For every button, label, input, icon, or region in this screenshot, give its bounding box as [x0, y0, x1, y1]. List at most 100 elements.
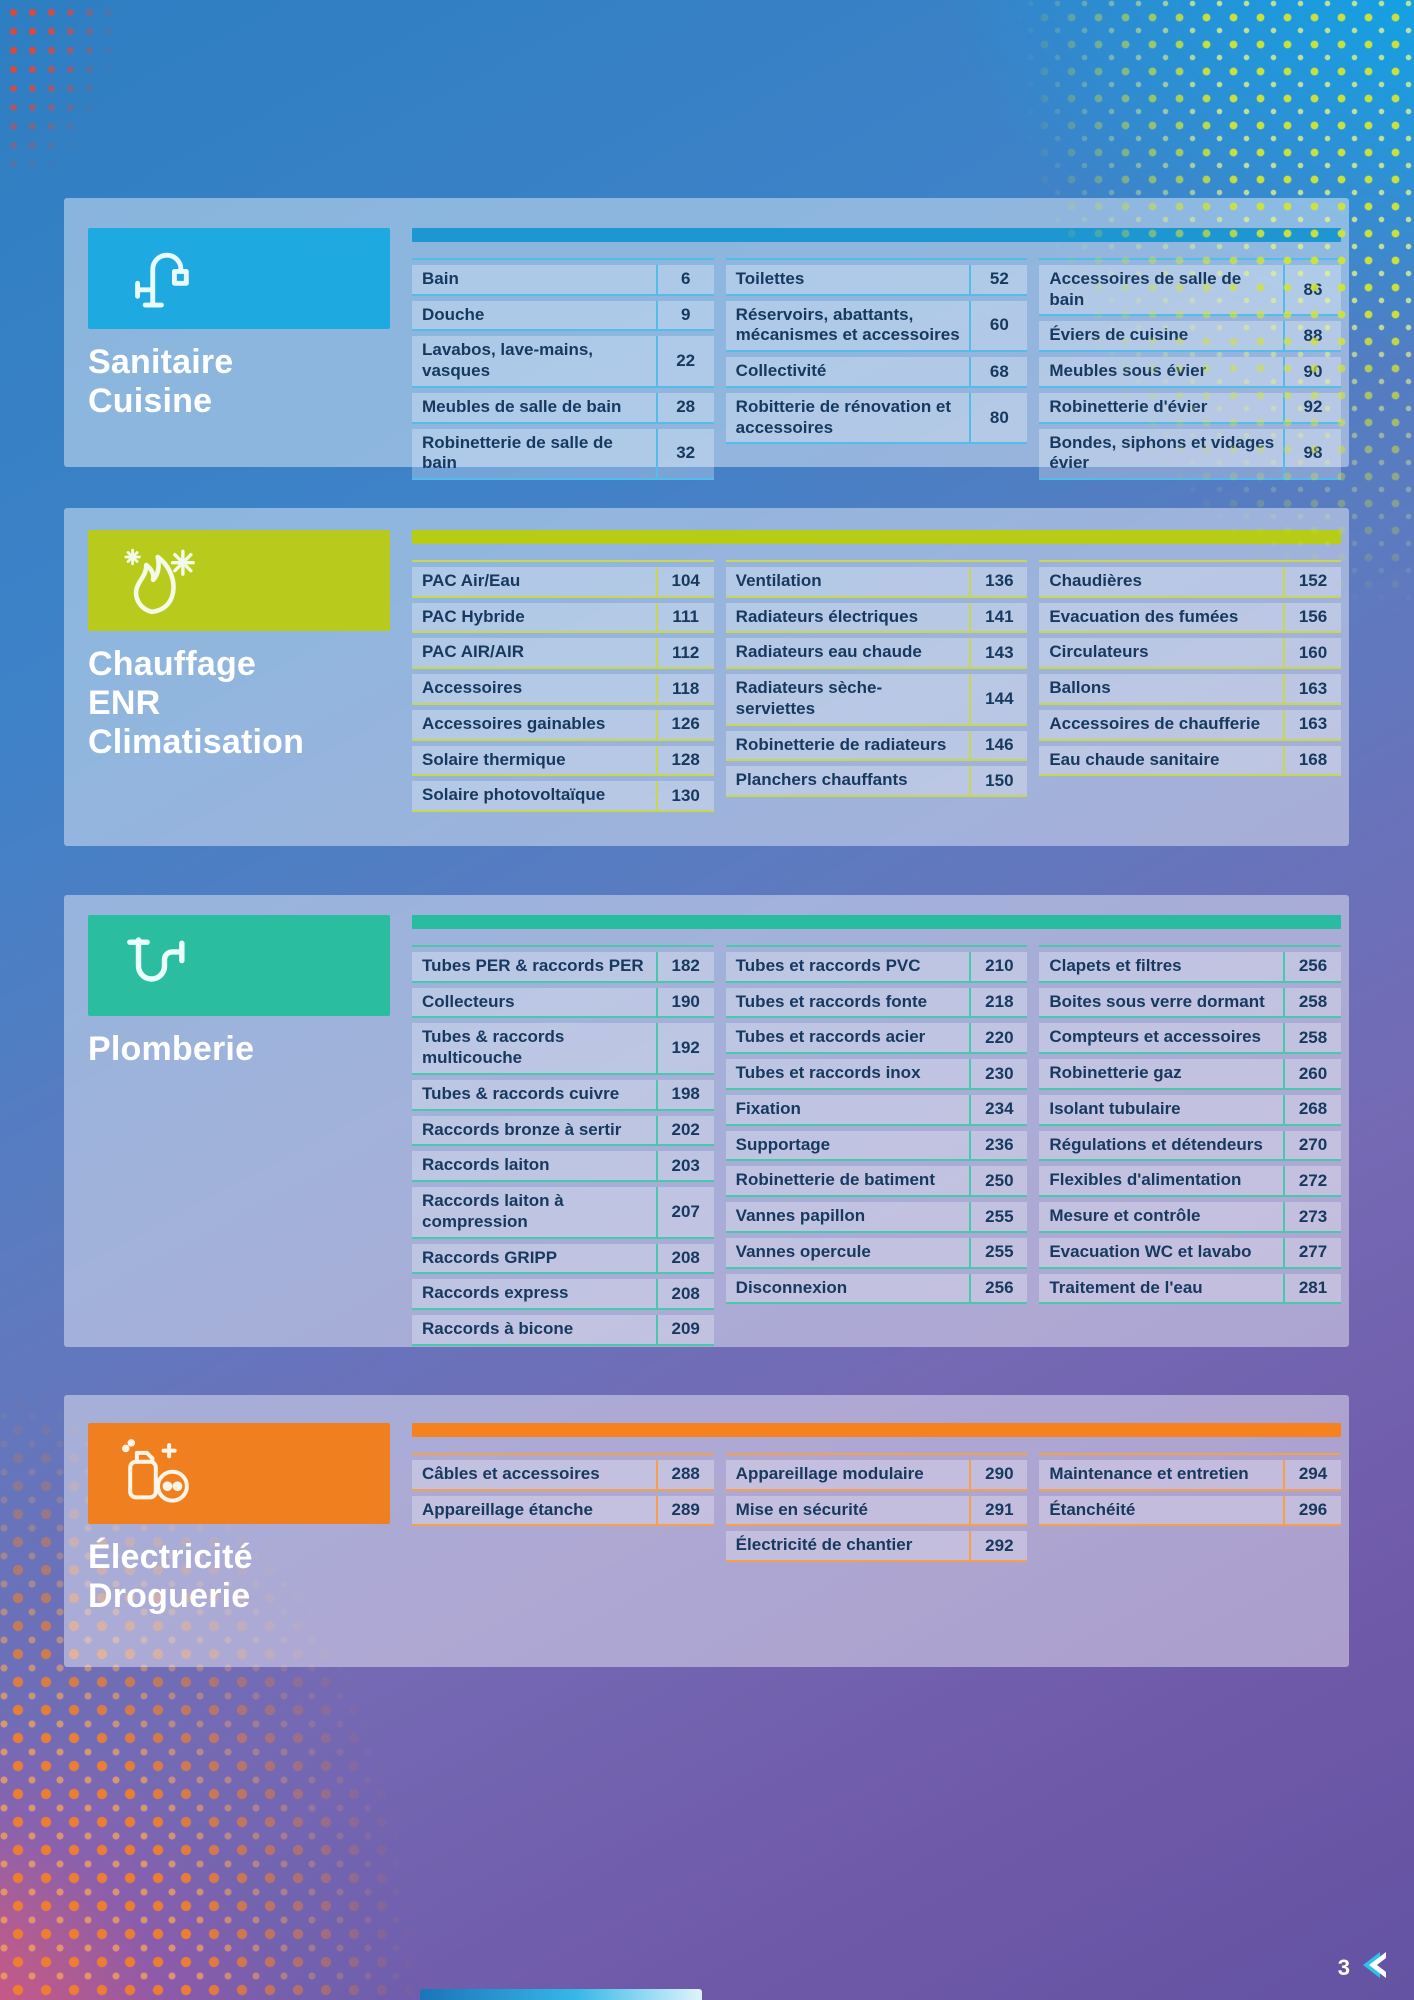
- toc-entry[interactable]: Mesure et contrôle 273: [1039, 1202, 1342, 1233]
- toc-entry[interactable]: Bain 6: [412, 265, 714, 296]
- toc-entry[interactable]: Boites sous verre dormant 258: [1039, 987, 1342, 1019]
- halftone-dots-top-left: [0, 0, 130, 200]
- toc-entry-label: Radiateurs sèche-serviettes: [735, 678, 883, 718]
- toc-entry[interactable]: Evacuation des fumées 156: [1039, 602, 1342, 634]
- toc-entry[interactable]: Isolant tubulaire 268: [1039, 1094, 1342, 1126]
- toc-entry[interactable]: Radiateurs eau chaude 143: [725, 638, 1028, 670]
- toc-entry-page: 236: [969, 1130, 1027, 1160]
- toc-entry[interactable]: Vannes papillon 255: [725, 1202, 1028, 1233]
- toc-entry[interactable]: Raccords laiton à compression 207: [412, 1187, 714, 1239]
- toc-entry[interactable]: Collectivité 68: [725, 357, 1028, 388]
- toc-entry[interactable]: PAC Air/Eau 104: [412, 567, 714, 598]
- toc-entry[interactable]: Câbles et accessoires 288: [412, 1460, 714, 1491]
- toc-entry-label: Ventilation: [735, 571, 822, 590]
- toc-entry[interactable]: Réservoirs, abattants, mécanismes et acc…: [725, 300, 1028, 353]
- toc-entry[interactable]: Radiateurs électriques 141: [725, 602, 1028, 634]
- toc-entry-page: 270: [1283, 1130, 1341, 1160]
- toc-entry[interactable]: Ventilation 136: [725, 567, 1028, 598]
- toc-entry[interactable]: Raccords laiton 203: [412, 1151, 714, 1183]
- toc-entry[interactable]: Eau chaude sanitaire 168: [1039, 745, 1342, 777]
- toc-entry-label: Accessoires de salle de bain: [1049, 269, 1242, 309]
- toc-entry[interactable]: Planchers chauffants 150: [725, 766, 1028, 798]
- toc-entry[interactable]: Éviers de cuisine 88: [1039, 321, 1342, 353]
- toc-entry[interactable]: Mise en sécurité 291: [725, 1495, 1028, 1527]
- toc-entry-page: 291: [969, 1495, 1027, 1525]
- toc-entry[interactable]: Collecteurs 190: [412, 987, 714, 1019]
- toc-entry[interactable]: Tubes et raccords acier 220: [725, 1023, 1028, 1055]
- toc-entry[interactable]: Régulations et détendeurs 270: [1039, 1130, 1342, 1162]
- toc-entry[interactable]: Robinetterie de radiateurs 146: [725, 730, 1028, 762]
- section-title-line: Droguerie: [88, 1577, 251, 1615]
- toc-entry[interactable]: Appareillage modulaire 290: [725, 1460, 1028, 1491]
- toc-entry-page: 255: [969, 1202, 1027, 1231]
- toc-entry[interactable]: Accessoires gainables 126: [412, 709, 714, 741]
- toc-entry-page: 156: [1283, 602, 1341, 632]
- toc-entry[interactable]: Appareillage étanche 289: [412, 1495, 714, 1527]
- section-electricite-droguerie: Électricité Droguerie Câbles et accessoire…: [64, 1395, 1349, 1667]
- toc-entry-page: 296: [1283, 1495, 1341, 1525]
- toc-entry[interactable]: Tubes et raccords PVC 210: [725, 952, 1028, 983]
- toc-entry[interactable]: Raccords express 208: [412, 1279, 714, 1311]
- toc-entry-label: Isolant tubulaire: [1049, 1098, 1181, 1118]
- toc-entry[interactable]: Meubles de salle de bain 28: [412, 392, 714, 424]
- toc-entry[interactable]: Tubes PER & raccords PER 182: [412, 952, 714, 983]
- toc-entry[interactable]: Tubes et raccords fonte 218: [725, 987, 1028, 1019]
- toc-entry-page: 192: [655, 1023, 714, 1073]
- section-heading-block: Sanitaire Cuisine: [64, 198, 412, 467]
- toc-entry[interactable]: Raccords GRIPP 208: [412, 1243, 714, 1275]
- toc-entry[interactable]: PAC AIR/AIR 112: [412, 638, 714, 670]
- toc-entry[interactable]: Étanchéité 296: [1039, 1495, 1342, 1527]
- toc-entry[interactable]: Tubes & raccords multicouche 192: [412, 1023, 714, 1075]
- toc-entry[interactable]: PAC Hybride 111: [412, 602, 714, 634]
- toc-entry[interactable]: Robitterie de rénovation et accessoires 8…: [725, 392, 1028, 445]
- toc-entry[interactable]: Radiateurs sèche-serviettes 144: [725, 674, 1028, 726]
- toc-entry-page: 104: [655, 567, 714, 596]
- toc-entry[interactable]: Robinetterie gaz 260: [1039, 1059, 1342, 1090]
- toc-entry[interactable]: Circulateurs 160: [1039, 638, 1342, 670]
- brand-chevron-icon[interactable]: [1360, 1949, 1388, 1986]
- toc-column: Accessoires de salle de bain 86 Éviers de …: [1039, 258, 1342, 485]
- toc-entry[interactable]: Chaudières 152: [1039, 567, 1342, 598]
- toc-entry-label: Raccords express: [422, 1283, 569, 1303]
- toc-entry[interactable]: Douche 9: [412, 300, 714, 332]
- toc-entry[interactable]: Robinetterie de salle de bain 32: [412, 428, 714, 481]
- toc-entry[interactable]: Traitement de l'eau 281: [1039, 1273, 1342, 1305]
- toc-entry[interactable]: Raccords à bicone 209: [412, 1315, 714, 1346]
- toc-entry[interactable]: Tubes & raccords cuivre 198: [412, 1079, 714, 1111]
- toc-entry[interactable]: Clapets et filtres 256: [1039, 952, 1342, 983]
- toc-entry[interactable]: Maintenance et entretien 294: [1039, 1460, 1342, 1491]
- toc-entry[interactable]: Meubles sous évier 90: [1039, 357, 1342, 388]
- toc-entry[interactable]: Accessoires 118: [412, 674, 714, 705]
- toc-entry[interactable]: Ballons 163: [1039, 674, 1342, 705]
- toc-entry[interactable]: Accessoires de chaufferie 163: [1039, 709, 1342, 741]
- toc-entry-label: Tubes et raccords PVC: [735, 956, 921, 975]
- toc-entry[interactable]: Accessoires de salle de bain 86: [1039, 265, 1342, 317]
- toc-entry-page: 250: [969, 1166, 1027, 1196]
- toc-entry-label: Fixation: [735, 1098, 801, 1118]
- toc-entry[interactable]: Vannes opercule 255: [725, 1237, 1028, 1269]
- table-header-bar: [412, 1423, 1341, 1437]
- toc-entry-label: Solaire photovoltaïque: [422, 785, 606, 805]
- toc-entry[interactable]: Électricité de chantier 292: [725, 1531, 1028, 1563]
- toc-entry-label: Robitterie de rénovation et accessoires: [735, 396, 952, 437]
- toc-entry[interactable]: Robinetterie d'évier 92: [1039, 392, 1342, 424]
- toc-entry[interactable]: Bondes, siphons et vidages évier 98: [1039, 428, 1342, 481]
- toc-entry[interactable]: Robinetterie de batiment 250: [725, 1166, 1028, 1198]
- toc-entry[interactable]: Toilettes 52: [725, 265, 1028, 296]
- toc-entry-page: 146: [969, 730, 1027, 760]
- toc-entry[interactable]: Flexibles d'alimentation 272: [1039, 1166, 1342, 1198]
- toc-entry[interactable]: Supportage 236: [725, 1130, 1028, 1162]
- toc-entry[interactable]: Lavabos, lave-mains, vasques 22: [412, 336, 714, 388]
- toc-entry[interactable]: Fixation 234: [725, 1094, 1028, 1126]
- toc-entry[interactable]: Evacuation WC et lavabo 277: [1039, 1237, 1342, 1269]
- toc-entry[interactable]: Disconnexion 256: [725, 1273, 1028, 1305]
- toc-entry[interactable]: Solaire photovoltaïque 130: [412, 781, 714, 813]
- toc-entry-label: Tubes & raccords multicouche: [422, 1027, 565, 1068]
- toc-entry-page: 272: [1283, 1166, 1341, 1196]
- toc-entry[interactable]: Tubes et raccords inox 230: [725, 1059, 1028, 1090]
- faucet-icon: [88, 228, 390, 329]
- toc-entry[interactable]: Compteurs et accessoires 258: [1039, 1023, 1342, 1055]
- toc-entry[interactable]: Raccords bronze à sertir 202: [412, 1115, 714, 1147]
- toc-entry-label: Robinetterie de radiateurs: [735, 734, 947, 754]
- toc-entry[interactable]: Solaire thermique 128: [412, 745, 714, 777]
